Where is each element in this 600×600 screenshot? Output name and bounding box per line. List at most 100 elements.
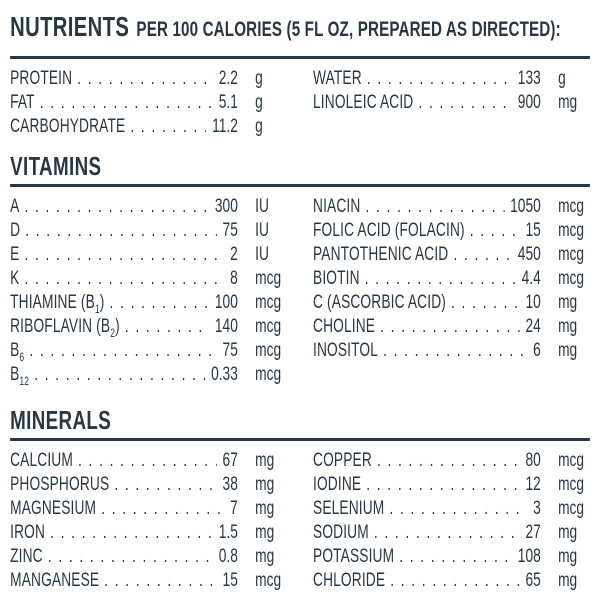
nutrient-value: 38 (222, 474, 238, 495)
nutrient-value: 75 (222, 220, 238, 241)
nutrient-name: CHLORIDE (313, 570, 386, 591)
nutrient-unit: mg (255, 546, 275, 567)
nutrient-value: 10 (525, 292, 541, 313)
nutrient-unit: mcg (558, 450, 585, 471)
dot-leader: . . . . . . . . . . . . . . . . . . . . … (364, 268, 516, 289)
nutrient-unit: mcg (255, 268, 282, 289)
nutrient-value: 450 (517, 244, 541, 265)
nutrient-unit: mg (558, 546, 578, 567)
nutrients-left-column: PROTEIN. . . . . . . . . . . . . . . . .… (10, 67, 287, 139)
dot-leader: . . . . . . . . . . . . . . . . . . . . … (469, 220, 520, 241)
nutrient-name: ZINC (10, 546, 43, 567)
nutrient-name: THIAMINE (B1) (10, 292, 105, 316)
dot-leader: . . . . . . . . . . . . . . . . . . . . … (109, 292, 210, 313)
vitamins-table: A. . . . . . . . . . . . . . . . . . . .… (10, 195, 590, 388)
nutrient-name: BIOTIN (313, 268, 360, 289)
nutrient-name: NIACIN (313, 196, 361, 217)
nutrients-title: NUTRIENTS (10, 11, 130, 42)
nutrient-name: MANGANESE (10, 570, 100, 591)
nutrient-row: MAGNESIUM. . . . . . . . . . . . . . . .… (10, 497, 287, 521)
nutrient-unit: mg (558, 292, 578, 313)
minerals-table: CALCIUM. . . . . . . . . . . . . . . . .… (10, 449, 590, 593)
dot-leader: . . . . . . . . . . . . . . . . . . . . … (101, 498, 224, 519)
nutrient-value: 15 (222, 570, 238, 591)
nutrient-value: 100 (214, 292, 238, 313)
nutrient-value: 67 (222, 450, 238, 471)
nutrient-name: CARBOHYDRATE (10, 116, 126, 137)
nutrient-row: SELENIUM. . . . . . . . . . . . . . . . … (313, 497, 590, 521)
nutrients-subtitle: PER 100 CALORIES (5 FL OZ, PREPARED AS D… (136, 18, 561, 41)
nutrient-unit: g (558, 68, 566, 89)
nutrient-unit: mcg (558, 220, 585, 241)
nutrient-name: PANTOTHENIC ACID (313, 244, 449, 265)
nutrient-row: K. . . . . . . . . . . . . . . . . . . .… (10, 267, 287, 291)
nutrient-row: A. . . . . . . . . . . . . . . . . . . .… (10, 195, 287, 219)
nutrient-unit: mcg (558, 498, 585, 519)
nutrient-name: IODINE (313, 474, 362, 495)
nutrient-name: FAT (10, 92, 35, 113)
nutrient-row: SODIUM. . . . . . . . . . . . . . . . . … (313, 521, 590, 545)
nutrient-row: D. . . . . . . . . . . . . . . . . . . .… (10, 219, 287, 243)
nutrient-row: PANTOTHENIC ACID. . . . . . . . . . . . … (313, 243, 590, 267)
dot-leader: . . . . . . . . . . . . . . . . . . . . … (399, 546, 512, 567)
nutrient-name: PHOSPHORUS (10, 474, 110, 495)
nutrient-name: PROTEIN (10, 68, 73, 89)
dot-leader: . . . . . . . . . . . . . . . . . . . . … (418, 92, 512, 113)
dot-leader: . . . . . . . . . . . . . . . . . . . . … (383, 340, 527, 361)
nutrient-name: RIBOFLAVIN (B2) (10, 316, 120, 340)
dot-leader: . . . . . . . . . . . . . . . . . . . . … (114, 474, 216, 495)
nutrient-row: CARBOHYDRATE. . . . . . . . . . . . . . … (10, 115, 287, 139)
nutrient-value: 1050 (510, 196, 541, 217)
nutrient-unit: mcg (255, 364, 282, 385)
vitamins-right-column: NIACIN . . . . . . . . . . . . . . . . . … (313, 195, 590, 387)
nutrient-unit: mg (255, 522, 275, 543)
nutrient-row: INOSITOL. . . . . . . . . . . . . . . . … (313, 339, 590, 363)
nutrient-unit: mg (558, 522, 578, 543)
minerals-right-column: COPPER. . . . . . . . . . . . . . . . . … (313, 449, 590, 593)
nutrient-unit: mcg (558, 268, 585, 289)
nutrient-unit: g (255, 68, 263, 89)
vitamins-left-column: A. . . . . . . . . . . . . . . . . . . .… (10, 195, 287, 388)
nutrients-table: PROTEIN. . . . . . . . . . . . . . . . .… (10, 67, 590, 139)
dot-leader: . . . . . . . . . . . . . . . . . . . . … (451, 292, 520, 313)
dot-leader: . . . . . . . . . . . . . . . . . . . . … (376, 450, 520, 471)
minerals-left-column: CALCIUM. . . . . . . . . . . . . . . . .… (10, 449, 287, 593)
dot-leader: . . . . . . . . . . . . . . . . . . . . … (453, 244, 512, 265)
nutrient-name: COPPER (313, 450, 372, 471)
nutrient-row: E. . . . . . . . . . . . . . . . . . . .… (10, 243, 287, 267)
nutrient-value: 27 (525, 522, 541, 543)
dot-leader: . . . . . . . . . . . . . . . . . . . . … (77, 68, 213, 89)
dot-leader: . . . . . . . . . . . . . . . . . . . . … (24, 196, 209, 217)
dot-leader: . . . . . . . . . . . . . . . . . . . . … (25, 220, 217, 241)
minerals-section-title: MINERALS (10, 407, 590, 441)
nutrient-unit: mg (558, 340, 578, 361)
nutrient-row: NIACIN. . . . . . . . . . . . . . . . . … (313, 195, 590, 219)
nutrient-value: 11.2 (212, 116, 238, 137)
nutrient-row: IRON. . . . . . . . . . . . . . . . . . … (10, 521, 287, 545)
nutrient-value: 108 (517, 546, 541, 567)
nutrient-name: SODIUM (313, 522, 369, 543)
nutrient-value: 3 (533, 498, 541, 519)
nutrient-unit: mg (255, 498, 275, 519)
nutrient-row: C (ASCORBIC ACID). . . . . . . . . . . .… (313, 291, 590, 315)
nutrient-value: 75 (222, 340, 238, 361)
dot-leader: . . . . . . . . . . . . . . . . . . . . … (373, 522, 520, 543)
nutrient-unit: mcg (255, 316, 282, 337)
dot-leader: . . . . . . . . . . . . . . . . . . . . … (50, 522, 213, 543)
dot-leader: . . . . . . . . . . . . . . . . . . . . … (390, 570, 519, 591)
nutrient-row: B6. . . . . . . . . . . . . . . . . . . … (10, 339, 287, 364)
nutrient-row: FAT. . . . . . . . . . . . . . . . . . .… (10, 91, 287, 115)
nutrient-row: COPPER. . . . . . . . . . . . . . . . . … (313, 449, 590, 473)
nutrient-row: PHOSPHORUS. . . . . . . . . . . . . . . … (10, 473, 287, 497)
nutrient-value: 5.1 (218, 92, 238, 113)
nutrient-unit: mg (558, 570, 578, 591)
dot-leader: . . . . . . . . . . . . . . . . . . . . … (366, 474, 519, 495)
dot-leader: . . . . . . . . . . . . . . . . . . . . … (366, 68, 512, 89)
nutrient-row: FOLIC ACID (FOLACIN). . . . . . . . . . … (313, 219, 590, 243)
nutrient-name: POTASSIUM (313, 546, 395, 567)
dot-leader: . . . . . . . . . . . . . . . . . . . . … (130, 116, 206, 137)
nutrient-unit: IU (255, 244, 269, 265)
nutrient-name: A (10, 196, 20, 217)
nutrient-name: CHOLINE (313, 316, 376, 337)
nutrient-value: 2.2 (218, 68, 238, 89)
